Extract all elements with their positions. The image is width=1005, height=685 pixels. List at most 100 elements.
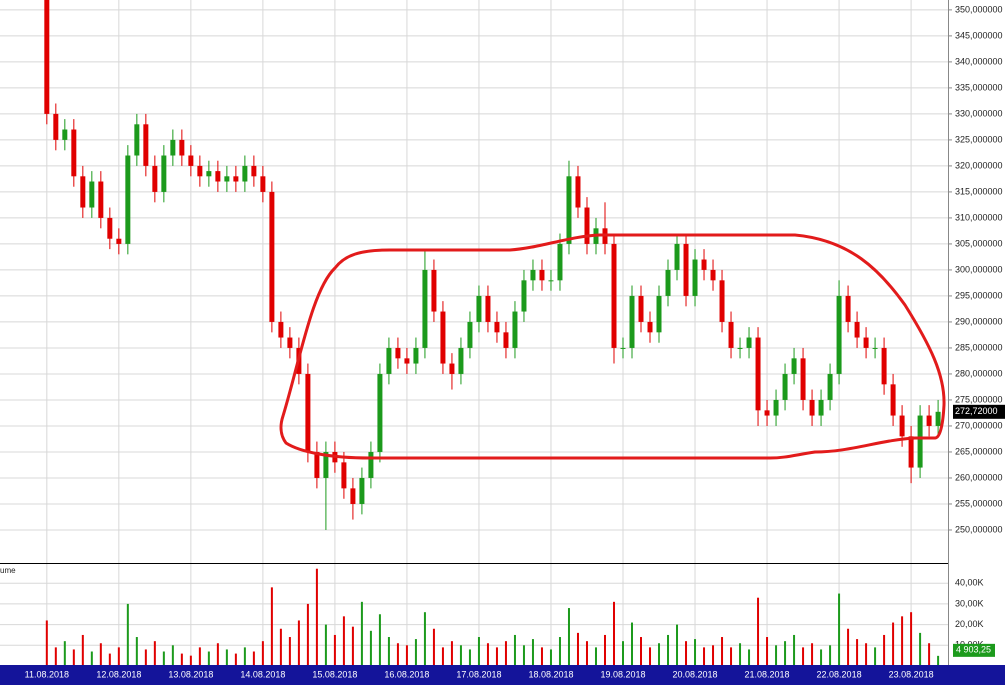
- volume-bar: [856, 639, 859, 666]
- x-tick-label: 12.08.2018: [96, 669, 141, 679]
- candle-body: [62, 129, 68, 140]
- candle-body: [179, 139, 185, 156]
- x-tick-label: 20.08.2018: [672, 669, 717, 679]
- volume-bar: [495, 647, 498, 666]
- candle-body: [476, 295, 482, 322]
- candle-body: [629, 295, 635, 348]
- volume-bar: [694, 639, 697, 666]
- volume-bar: [594, 647, 597, 666]
- volume-bar: [531, 639, 534, 666]
- candle-body: [584, 207, 590, 244]
- volume-bar: [811, 643, 814, 666]
- volume-bar: [270, 587, 273, 666]
- volume-bar: [612, 601, 615, 666]
- volume-bar: [486, 643, 489, 666]
- candle-body: [287, 337, 293, 348]
- candle-body: [809, 399, 815, 416]
- volume-bar: [676, 624, 679, 666]
- volume-bar: [99, 643, 102, 666]
- x-tick-label: 22.08.2018: [817, 669, 862, 679]
- volume-bar: [712, 645, 715, 666]
- volume-bar: [189, 655, 192, 666]
- y-tick-label: 325,000000: [955, 134, 1003, 144]
- candle-body: [242, 165, 248, 182]
- candle-body: [845, 295, 851, 322]
- candle-body: [890, 384, 896, 416]
- volume-bar: [766, 637, 769, 666]
- candle-body: [305, 373, 311, 452]
- candle-body: [926, 415, 932, 426]
- volume-title: ume: [0, 566, 16, 575]
- candle-body: [674, 243, 680, 270]
- candle-body: [512, 311, 518, 348]
- y-tick-label: 270,000000: [955, 420, 1003, 430]
- volume-bar: [216, 643, 219, 666]
- volume-bar: [585, 641, 588, 666]
- volume-bar: [721, 637, 724, 666]
- candle-body: [791, 358, 797, 374]
- y-tick-label: 330,000000: [955, 108, 1003, 118]
- x-tick-label: 17.08.2018: [456, 669, 501, 679]
- volume-bar: [261, 641, 264, 666]
- volume-bar: [360, 601, 363, 666]
- y-tick-label: 260,000000: [955, 472, 1003, 482]
- x-tick-label: 16.08.2018: [384, 669, 429, 679]
- candle-body: [215, 171, 221, 182]
- candle-body: [719, 280, 725, 322]
- y-tick-label: 320,000000: [955, 160, 1003, 170]
- volume-bar: [90, 651, 93, 666]
- candle-body: [152, 165, 158, 192]
- candle-body: [575, 176, 581, 208]
- volume-bar: [432, 628, 435, 666]
- candle-body: [566, 176, 572, 244]
- candle-body: [341, 462, 347, 489]
- volume-bar: [649, 647, 652, 666]
- volume-bar: [757, 597, 760, 666]
- volume-bar: [820, 649, 823, 666]
- candle-body: [494, 321, 500, 333]
- candle-body: [737, 347, 743, 349]
- candle-body: [503, 332, 509, 348]
- candle-body: [746, 337, 752, 348]
- candle-body: [548, 280, 554, 282]
- x-tick-label: 13.08.2018: [168, 669, 213, 679]
- x-tick-label: 23.08.2018: [889, 669, 934, 679]
- volume-bar: [558, 637, 561, 666]
- candle-body: [251, 165, 257, 177]
- volume-bar: [504, 641, 507, 666]
- candle-body: [224, 176, 230, 182]
- candle-body: [755, 337, 761, 411]
- volume-bar: [153, 641, 156, 666]
- candle-body: [728, 321, 734, 348]
- volume-bar: [378, 614, 381, 666]
- volume-bar: [730, 647, 733, 666]
- candle-body: [710, 269, 716, 281]
- x-tick-label: 15.08.2018: [312, 669, 357, 679]
- volume-bar: [513, 634, 516, 666]
- candle-body: [395, 347, 401, 359]
- candle-body: [134, 124, 140, 156]
- candle-body: [368, 451, 374, 478]
- volume-bar: [288, 637, 291, 666]
- candle-body: [323, 451, 329, 478]
- candle-body: [899, 415, 905, 437]
- volume-bar: [207, 651, 210, 666]
- candle-body: [827, 373, 833, 400]
- volume-bar: [784, 641, 787, 666]
- candle-body: [80, 176, 86, 208]
- candle-body: [161, 155, 167, 192]
- candle-body: [539, 269, 545, 281]
- y-tick-label: 250,000000: [955, 524, 1003, 534]
- annotation-outline: [279, 233, 946, 460]
- volume-bar: [225, 649, 228, 666]
- volume-bar: [829, 645, 832, 666]
- candle-body: [908, 436, 914, 468]
- volume-bar: [865, 643, 868, 666]
- y-tick-label: 350,000000: [955, 4, 1003, 14]
- candle-body: [683, 243, 689, 296]
- volume-bar: [441, 647, 444, 666]
- y-tick-label: 335,000000: [955, 82, 1003, 92]
- volume-bar: [621, 641, 624, 666]
- volume-bar: [423, 612, 426, 666]
- volume-bar: [874, 647, 877, 666]
